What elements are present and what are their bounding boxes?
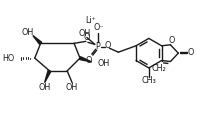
Text: O: O: [104, 41, 111, 50]
Text: O: O: [188, 48, 194, 57]
Text: HO: HO: [2, 54, 14, 63]
Text: CH₂: CH₂: [151, 64, 166, 73]
Text: OH: OH: [22, 28, 34, 37]
Text: CH₃: CH₃: [141, 76, 156, 85]
Polygon shape: [45, 70, 51, 83]
Text: OH: OH: [98, 60, 110, 68]
Text: O: O: [86, 56, 92, 64]
Text: O⁻: O⁻: [93, 23, 104, 32]
Text: OH: OH: [66, 83, 78, 92]
Text: OH: OH: [38, 83, 51, 92]
Text: P: P: [95, 42, 100, 51]
Text: O: O: [168, 36, 175, 45]
Text: OH: OH: [79, 29, 91, 38]
Polygon shape: [33, 36, 42, 44]
Polygon shape: [80, 57, 92, 62]
Text: O: O: [84, 33, 90, 42]
Text: Li⁺: Li⁺: [85, 16, 96, 25]
